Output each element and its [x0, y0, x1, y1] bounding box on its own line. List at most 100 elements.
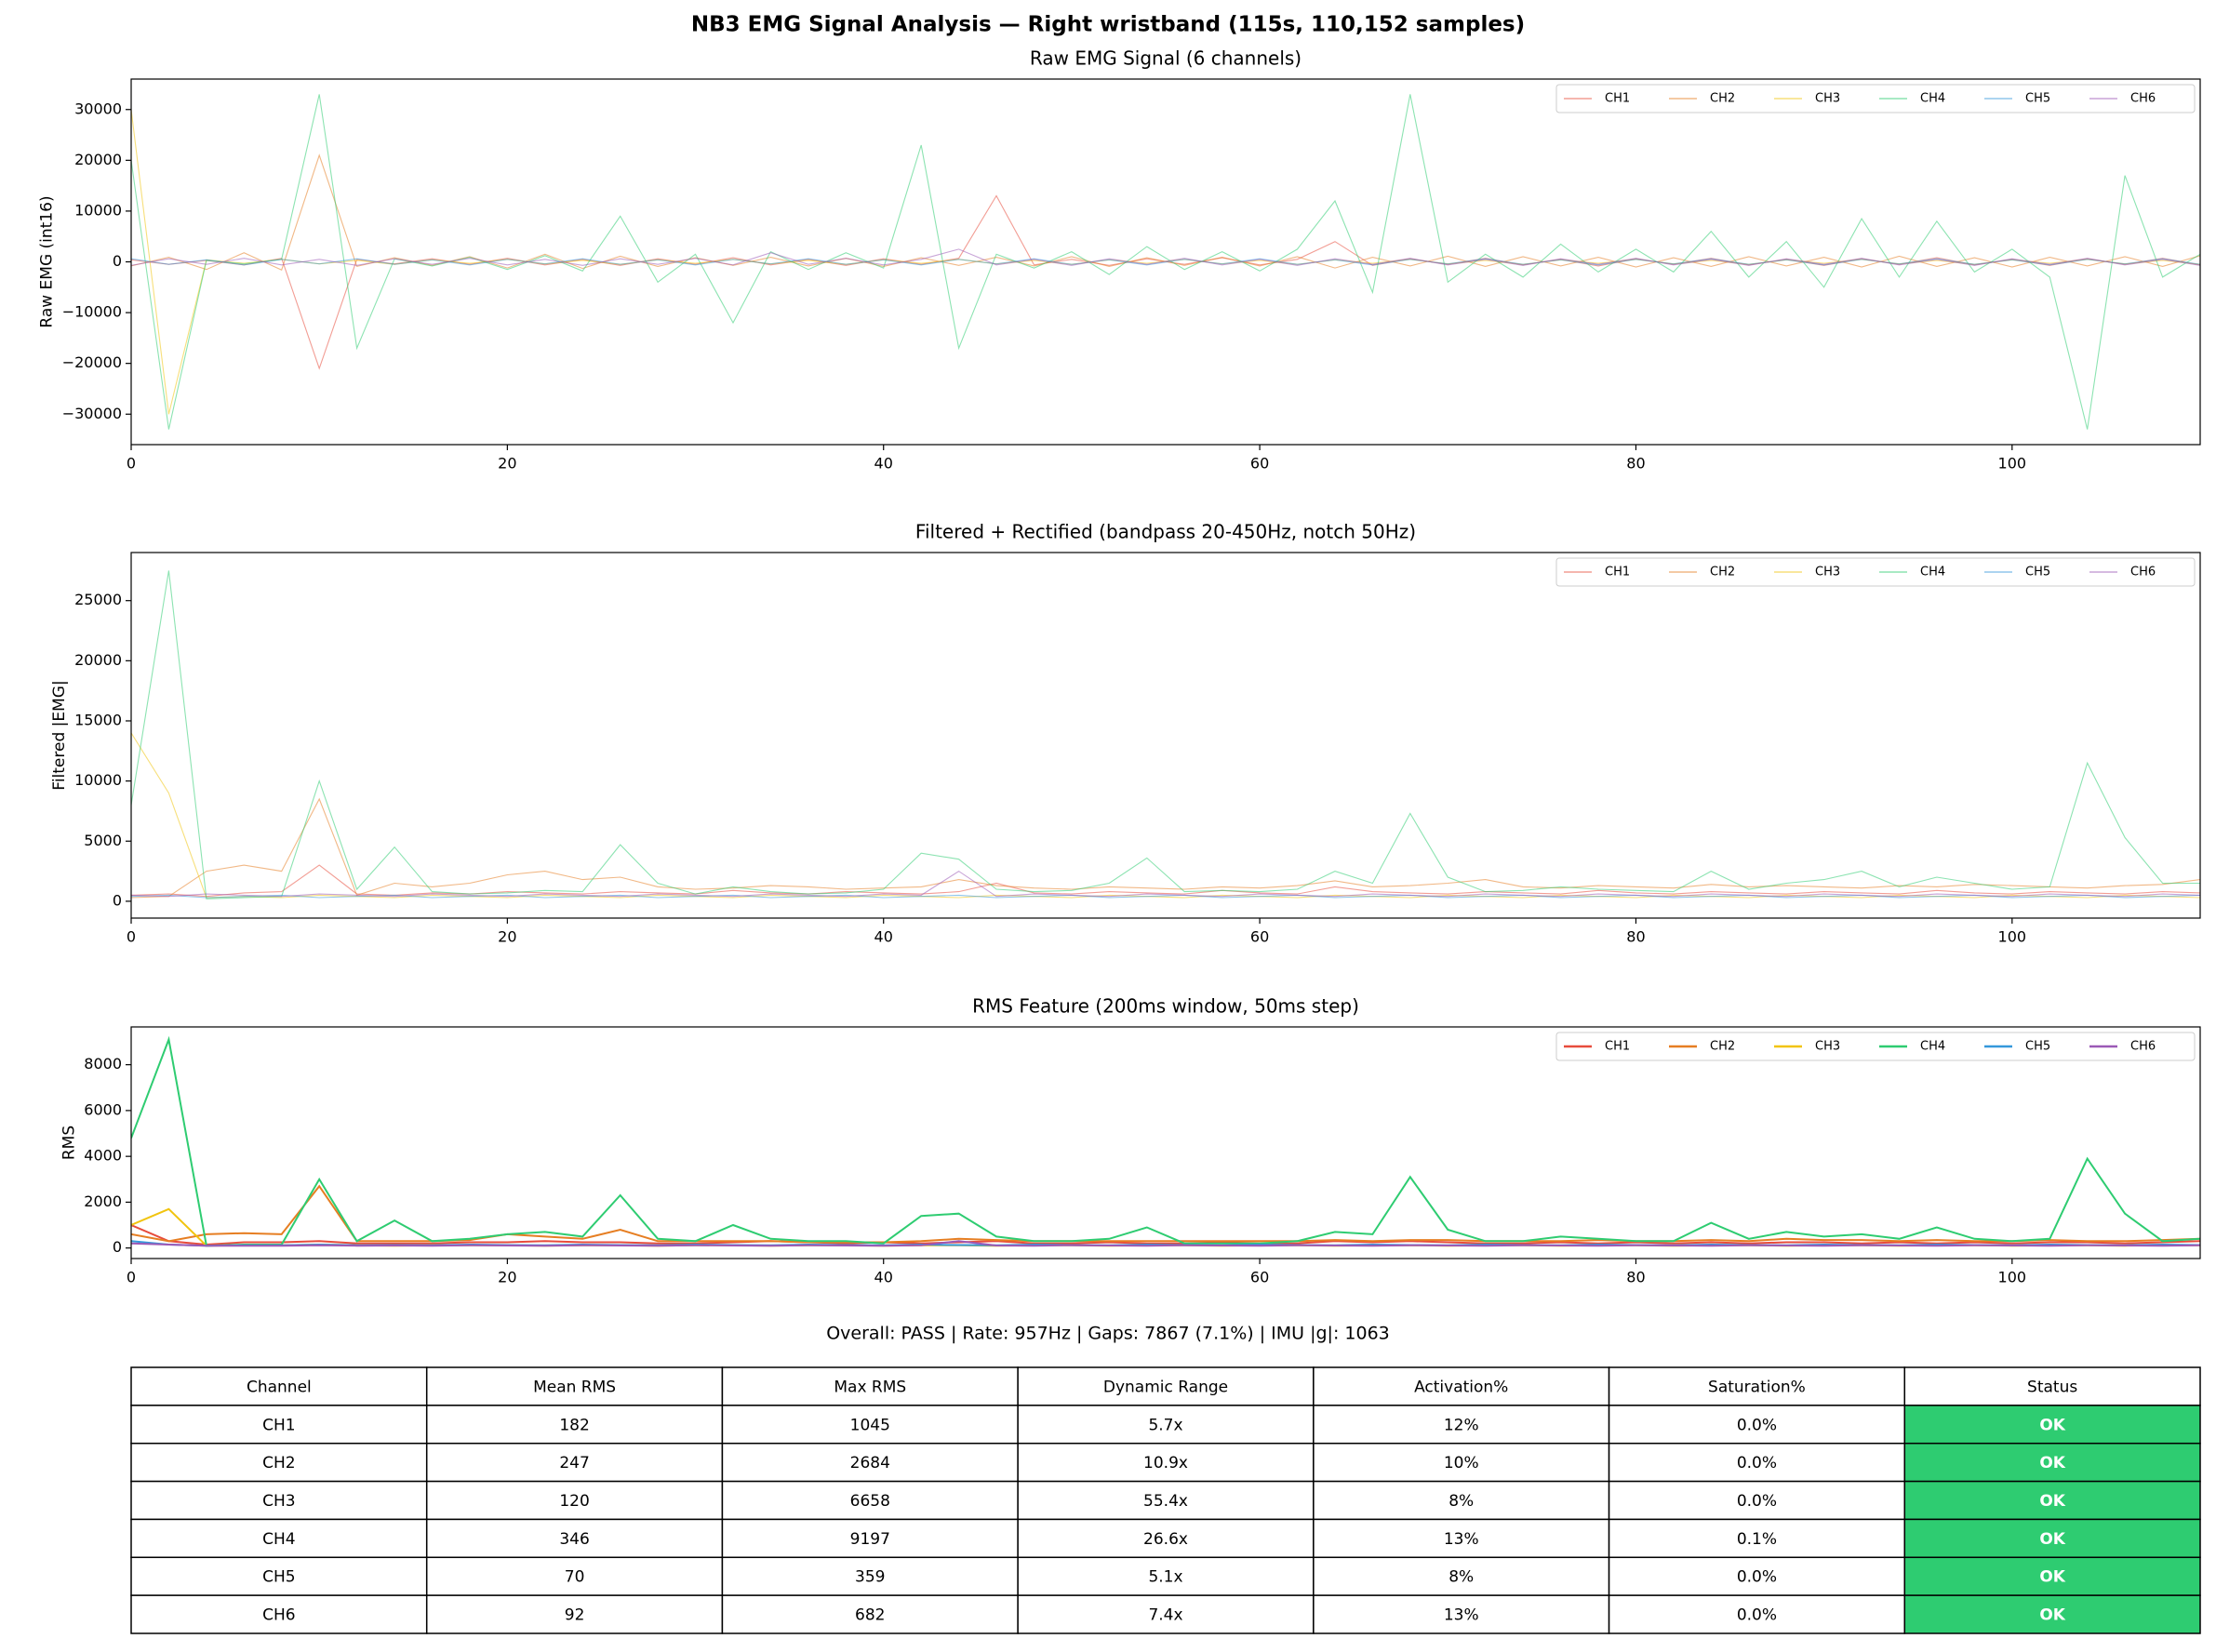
x-tick-label: 20 [498, 1269, 516, 1286]
x-tick-label: 0 [127, 455, 136, 473]
table-cell [425, 1480, 724, 1521]
axes-title: Filtered + Rectified (bandpass 20-450Hz,… [915, 521, 1416, 543]
cell-text: 5.1x [1148, 1568, 1182, 1587]
table-cell [130, 1480, 428, 1521]
x-tick-label: 80 [1626, 455, 1645, 473]
legend-label: CH3 [1815, 566, 1840, 580]
status-cell [1903, 1405, 2201, 1445]
cell-text: 682 [855, 1606, 885, 1625]
cell-text: 9197 [850, 1530, 890, 1549]
table-cell [721, 1366, 1019, 1406]
legend-label: CH1 [1605, 1040, 1630, 1054]
cell-text: 1045 [850, 1416, 890, 1434]
cell-text: 120 [559, 1492, 589, 1511]
x-tick-label: 100 [1998, 455, 2027, 473]
legend-label: CH3 [1815, 1040, 1840, 1054]
x-tick-label: 100 [1998, 928, 2027, 946]
cell-text: Saturation% [1708, 1378, 1806, 1396]
axes-title: RMS Feature (200ms window, 50ms step) [972, 995, 1359, 1018]
y-tick-label: −20000 [62, 353, 122, 371]
y-tick-label: 6000 [84, 1100, 122, 1118]
y-tick-label: 2000 [84, 1192, 122, 1210]
legend-label: CH6 [2130, 566, 2156, 580]
x-tick-label: 100 [1998, 1269, 2027, 1286]
x-tick-label: 60 [1250, 1269, 1269, 1286]
y-tick-label: 0 [113, 1238, 122, 1256]
cell-text: 13% [1444, 1606, 1479, 1625]
cell-text: 182 [559, 1416, 589, 1434]
table-cell [1313, 1405, 1610, 1445]
cell-text: 359 [855, 1568, 885, 1587]
cell-text: 346 [559, 1530, 589, 1549]
axes-title: Raw EMG Signal (6 channels) [1030, 47, 1302, 70]
y-tick-label: 10000 [74, 201, 122, 219]
x-tick-label: 60 [1250, 928, 1269, 946]
cell-text: Channel [247, 1378, 312, 1396]
legend-label: CH1 [1605, 92, 1630, 106]
cell-text: CH3 [262, 1492, 295, 1511]
summary: Overall: PASS | Rate: 957Hz | Gaps: 7867… [826, 1324, 1390, 1344]
x-tick-label: 80 [1626, 1269, 1645, 1286]
y-axis-label: RMS [60, 1126, 78, 1160]
figure-title: NB3 EMG Signal Analysis — Right wristban… [691, 13, 1525, 37]
status-text: OK [2039, 1454, 2065, 1472]
table-cell [425, 1594, 724, 1634]
axes-frame [130, 552, 2201, 919]
legend-box [1555, 1032, 2196, 1061]
cell-text: 13% [1444, 1530, 1479, 1549]
y-tick-label: 20000 [74, 651, 122, 669]
y-tick-label: 4000 [84, 1147, 122, 1165]
table-cell [130, 1518, 428, 1559]
table-cell [1017, 1442, 1315, 1483]
legend-label: CH4 [1920, 92, 1945, 106]
status-text: OK [2039, 1606, 2065, 1625]
series-line [131, 1035, 2200, 1247]
cell-text: 8% [1448, 1492, 1474, 1511]
series-line [131, 248, 2200, 266]
y-tick-label: 30000 [74, 100, 122, 117]
table-cell [1313, 1518, 1610, 1559]
cell-text: CH4 [262, 1530, 295, 1549]
table-cell [721, 1518, 1019, 1559]
table-cell [1608, 1405, 1906, 1445]
y-axis-label: Filtered |EMG| [50, 680, 69, 790]
cell-text: 70 [565, 1568, 585, 1587]
legend-label: CH4 [1920, 1040, 1945, 1054]
cell-text: 0.0% [1737, 1492, 1777, 1511]
table-cell [130, 1366, 428, 1406]
table-cell [425, 1405, 724, 1445]
table-cell [1313, 1366, 1610, 1406]
table-cell [130, 1556, 428, 1596]
cell-text: Mean RMS [533, 1378, 616, 1396]
legend-box [1555, 557, 2196, 587]
table-cell [425, 1366, 724, 1406]
y-tick-label: 25000 [74, 591, 122, 608]
series-line [131, 1224, 2200, 1246]
cell-text: 0.0% [1737, 1568, 1777, 1587]
legend-label: CH5 [2025, 92, 2050, 106]
y-axis-label: Raw EMG (int16) [38, 195, 57, 327]
cell-text: 12% [1444, 1416, 1479, 1434]
legend-box [1555, 84, 2196, 113]
status-text: OK [2039, 1416, 2065, 1434]
legend-label: CH2 [1710, 566, 1735, 580]
legend-label: CH6 [2130, 92, 2156, 106]
cell-text: CH2 [262, 1454, 295, 1472]
cell-text: 8% [1448, 1568, 1474, 1587]
legend-label: CH5 [2025, 566, 2050, 580]
status-text: OK [2039, 1492, 2065, 1511]
y-tick-label: 15000 [74, 711, 122, 728]
legend-label: CH1 [1605, 566, 1630, 580]
series-line [131, 1184, 2200, 1244]
table-cell [1017, 1518, 1315, 1559]
x-tick-label: 40 [874, 928, 893, 946]
cell-text: Status [2027, 1378, 2077, 1396]
cell-text: 0.0% [1737, 1454, 1777, 1472]
table-cell [1017, 1405, 1315, 1445]
series-line [131, 732, 2200, 899]
table-cell [1017, 1366, 1315, 1406]
cell-text: Activation% [1414, 1378, 1508, 1396]
table-cell [1313, 1594, 1610, 1634]
series-line [131, 864, 2200, 898]
legend-label: CH4 [1920, 566, 1945, 580]
